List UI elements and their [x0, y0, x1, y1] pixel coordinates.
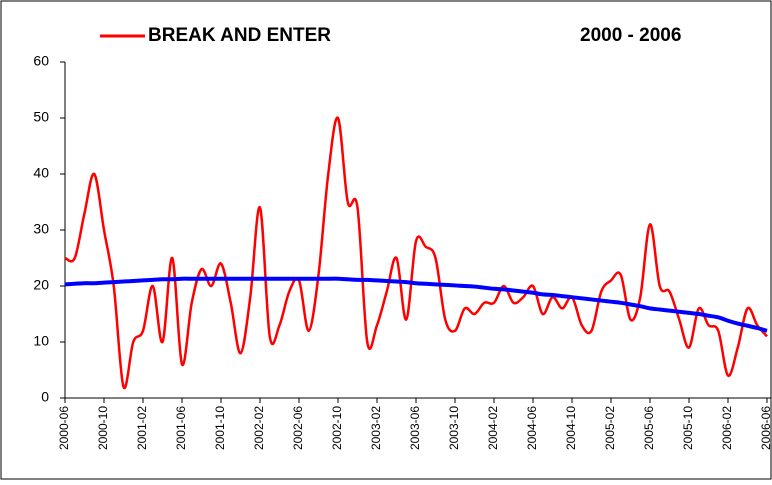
- y-tick-label: 20: [33, 277, 49, 293]
- x-tick-label: 2000-06: [57, 406, 71, 450]
- x-tick-label: 2003-10: [447, 406, 461, 450]
- x-tick-label: 2001-10: [213, 406, 227, 450]
- x-tick-label: 2003-06: [408, 406, 422, 450]
- x-tick-label: 2004-10: [564, 406, 578, 450]
- x-tick-label: 2004-06: [525, 406, 539, 450]
- series-line: [64, 276, 768, 333]
- x-tick-label: 2004-02: [486, 406, 500, 450]
- x-tick-label: 2005-02: [603, 406, 617, 450]
- y-tick-label: 50: [33, 109, 49, 125]
- y-tick-label: 0: [41, 389, 49, 405]
- series-line: [64, 116, 768, 390]
- x-tick-label: 2002-06: [291, 406, 305, 450]
- y-tick-label: 10: [33, 333, 49, 349]
- x-tick-label: 2001-06: [174, 406, 188, 450]
- x-tick-label: 2005-10: [681, 406, 695, 450]
- x-tick-label: 2002-10: [330, 406, 344, 450]
- x-tick-label: 2003-02: [369, 406, 383, 450]
- x-tick-label: 2000-10: [96, 406, 110, 450]
- x-tick-label: 2006-06: [759, 406, 772, 450]
- chart-title: 2000 - 2006: [580, 25, 681, 46]
- y-tick-label: 60: [33, 53, 49, 69]
- y-tick-label: 30: [33, 221, 49, 237]
- x-tick-label: 2006-02: [720, 406, 734, 450]
- x-tick-label: 2002-02: [252, 406, 266, 450]
- x-tick-label: 2005-06: [642, 406, 656, 450]
- y-tick-label: 40: [33, 165, 49, 181]
- x-tick-label: 2001-02: [135, 406, 149, 450]
- legend-label: BREAK AND ENTER: [148, 25, 331, 46]
